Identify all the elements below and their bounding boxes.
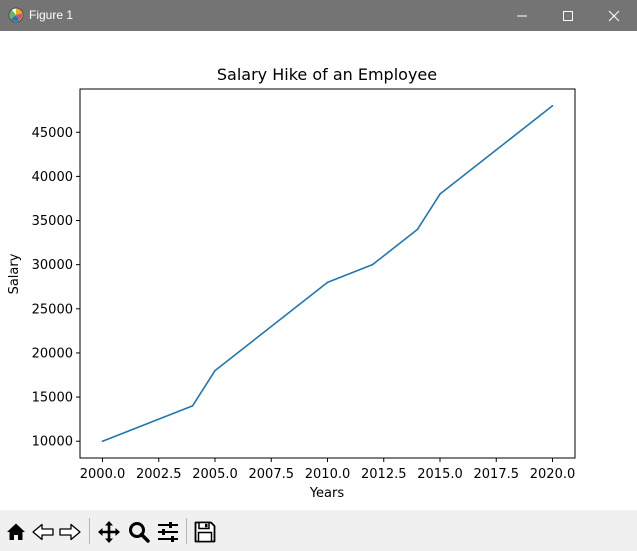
line-chart: Salary Hike of an Employee 2000.0 2002.5 2… — [7, 65, 576, 501]
data-point — [371, 263, 374, 266]
toolbar-separator — [89, 518, 90, 544]
zoom-button[interactable] — [127, 520, 151, 544]
data-point — [416, 228, 419, 231]
data-point — [439, 193, 441, 195]
data-point — [214, 369, 216, 372]
y-tick-label: 20000 — [32, 346, 73, 361]
forward-arrow-icon — [59, 523, 81, 541]
data-point — [101, 440, 104, 443]
x-tick-label: 2012.5 — [361, 467, 407, 482]
x-tick-label: 2020.0 — [530, 467, 576, 482]
pan-move-icon — [98, 521, 120, 543]
close-icon — [608, 10, 620, 22]
x-tick-label: 2017.5 — [474, 467, 520, 482]
zoom-magnifier-icon — [129, 522, 150, 543]
data-points — [101, 104, 554, 443]
close-button[interactable] — [591, 0, 637, 31]
home-icon — [7, 523, 25, 540]
x-tick-label: 2007.5 — [249, 467, 295, 482]
back-arrow-icon — [32, 523, 54, 541]
x-tick-label: 2005.0 — [192, 467, 238, 482]
x-axis-label: Years — [309, 486, 345, 501]
x-tick-label: 2010.0 — [305, 467, 351, 482]
matplotlib-logo-icon — [8, 7, 24, 23]
y-tick-label: 10000 — [32, 435, 73, 450]
x-tick-label: 2015.0 — [417, 467, 463, 482]
toolbar-separator — [186, 518, 187, 544]
series-line — [102, 105, 553, 442]
x-tick-label: 2000.0 — [80, 467, 126, 482]
pan-button[interactable] — [97, 520, 121, 544]
configure-subplots-icon — [158, 522, 178, 542]
x-axis: 2000.0 2002.5 2005.0 2007.5 2010.0 2012.5 2015… — [80, 458, 576, 482]
save-floppy-icon — [194, 521, 216, 543]
y-tick-label: 25000 — [32, 302, 73, 317]
maximize-button[interactable] — [545, 0, 591, 31]
x-tick-label: 2002.5 — [136, 467, 182, 482]
forward-button[interactable] — [58, 520, 82, 544]
y-axis: 10000 15000 20000 25000 30000 35000 40000 45000 — [32, 126, 80, 450]
back-button[interactable] — [31, 520, 55, 544]
y-tick-label: 40000 — [32, 170, 73, 185]
data-point — [191, 405, 194, 407]
navigation-toolbar — [0, 510, 637, 551]
maximize-icon — [563, 11, 573, 21]
y-tick-label: 30000 — [32, 258, 73, 273]
configure-subplots-button[interactable] — [156, 520, 180, 544]
data-point — [551, 104, 554, 107]
window-titlebar[interactable]: Figure 1 — [0, 0, 637, 31]
data-point — [326, 281, 329, 284]
y-axis-label: Salary — [7, 253, 22, 294]
home-button[interactable] — [4, 520, 28, 544]
chart-title: Salary Hike of an Employee — [217, 65, 437, 84]
minimize-icon — [517, 15, 527, 17]
y-tick-label: 45000 — [32, 126, 73, 141]
y-tick-label: 35000 — [32, 214, 73, 229]
plot-area — [79, 88, 576, 459]
save-button[interactable] — [193, 520, 217, 544]
figure-canvas[interactable]: Salary Hike of an Employee 2000.0 2002.5 2… — [0, 31, 637, 510]
minimize-button[interactable] — [499, 0, 545, 31]
window-title: Figure 1 — [29, 8, 74, 22]
y-tick-label: 15000 — [32, 391, 73, 406]
